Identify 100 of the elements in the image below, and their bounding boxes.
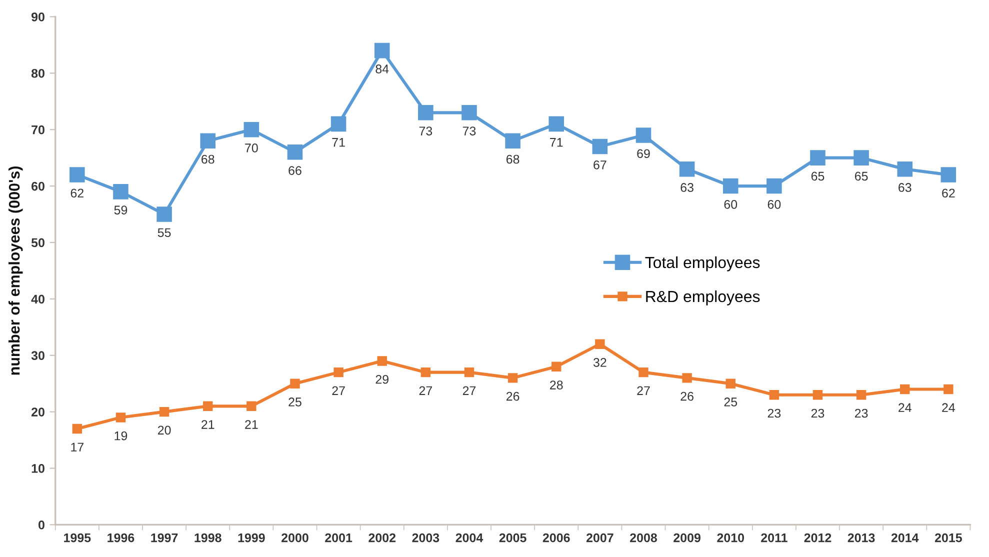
data-label: 69 [637,149,650,158]
x-tick-label: 2000 [282,533,308,542]
data-label: 62 [70,188,84,198]
data-label: 28 [550,380,563,390]
data-label: 70 [245,144,258,152]
data-label: 26 [680,392,694,401]
point [377,356,387,366]
data-label: 71 [332,138,345,147]
data-label: 67 [594,160,606,170]
point [900,384,910,394]
point [679,161,695,177]
y-tick-label: 90 [32,12,44,22]
point [72,424,82,434]
point [246,401,256,412]
point [159,406,170,417]
data-label: 66 [288,166,302,175]
x-tick-label: 2007 [586,533,614,542]
data-label: 65 [811,172,824,181]
point [287,144,303,160]
point [682,373,692,383]
data-label: 20 [158,426,171,435]
y-tick-label: 20 [32,408,44,416]
point [552,362,562,372]
data-label: 55 [158,228,171,238]
point [374,42,390,58]
point [70,167,85,182]
point [420,367,431,378]
point [636,128,652,143]
x-tick-label: 2001 [325,533,352,542]
y-tick-label: 50 [31,238,44,248]
data-label: 59 [114,206,128,214]
x-tick-label: 2012 [804,533,832,542]
x-tick-label: 2011 [761,533,788,542]
point [244,122,260,138]
point [769,390,780,400]
data-label: 19 [114,431,128,440]
data-label: 27 [419,386,432,395]
point [200,133,216,149]
x-tick-label: 2004 [456,533,484,542]
point [940,167,956,182]
point [116,412,126,422]
y-tick-label: 40 [31,294,44,304]
point [418,105,434,120]
x-tick-label: 1998 [194,533,222,542]
y-tick-label: 60 [32,182,44,191]
data-label: 24 [898,403,912,412]
data-label: 26 [506,392,520,401]
x-tick-label: 2010 [717,533,744,542]
data-label: 29 [376,374,388,384]
point [330,116,346,132]
point [854,150,869,166]
data-label: 17 [71,442,84,452]
point [944,384,954,394]
y-tick-label: 70 [32,125,44,134]
point [638,367,648,378]
y-tick-label: 10 [32,464,44,473]
x-tick-label: 2015 [934,533,962,542]
y-tick-label: 30 [31,351,44,360]
data-label: 62 [942,188,955,198]
data-label: 23 [768,408,781,418]
point [592,138,608,154]
data-label: 23 [854,408,868,418]
data-label: 21 [245,420,258,429]
legend-label: Total employees [645,256,760,272]
data-label: 27 [462,386,476,395]
x-tick-label: 2005 [499,533,526,542]
x-tick-label: 1996 [108,533,134,542]
point [548,116,564,132]
data-label: 63 [680,183,694,192]
x-tick-label: 1999 [238,533,265,542]
point [722,178,738,194]
data-label: 63 [898,183,912,192]
data-label: 23 [811,408,824,418]
data-label: 73 [419,126,432,136]
data-label: 68 [506,154,520,164]
data-label: 68 [202,154,214,164]
point [897,161,913,177]
data-label: 27 [332,386,345,395]
x-tick-label: 2013 [848,533,875,542]
x-tick-label: 1995 [64,533,91,542]
y-tick-label: 80 [31,68,44,78]
y-axis-title: number of employees (000's) [8,166,23,375]
x-tick-label: 2008 [630,533,658,542]
x-tick-label: 2009 [674,533,700,542]
data-label: 25 [724,398,738,406]
data-label: 21 [202,420,214,429]
point [812,390,823,400]
data-label: 32 [593,358,606,367]
data-label: 65 [854,172,868,181]
data-label: 73 [462,126,476,136]
point [202,401,213,412]
point [113,184,128,200]
data-label: 60 [724,200,738,209]
point [726,378,736,388]
x-tick-label: 2003 [412,533,440,542]
data-label: 84 [376,64,389,74]
point [464,367,474,378]
x-tick-label: 2014 [891,533,919,542]
data-label: 25 [288,398,302,406]
point [810,150,826,166]
